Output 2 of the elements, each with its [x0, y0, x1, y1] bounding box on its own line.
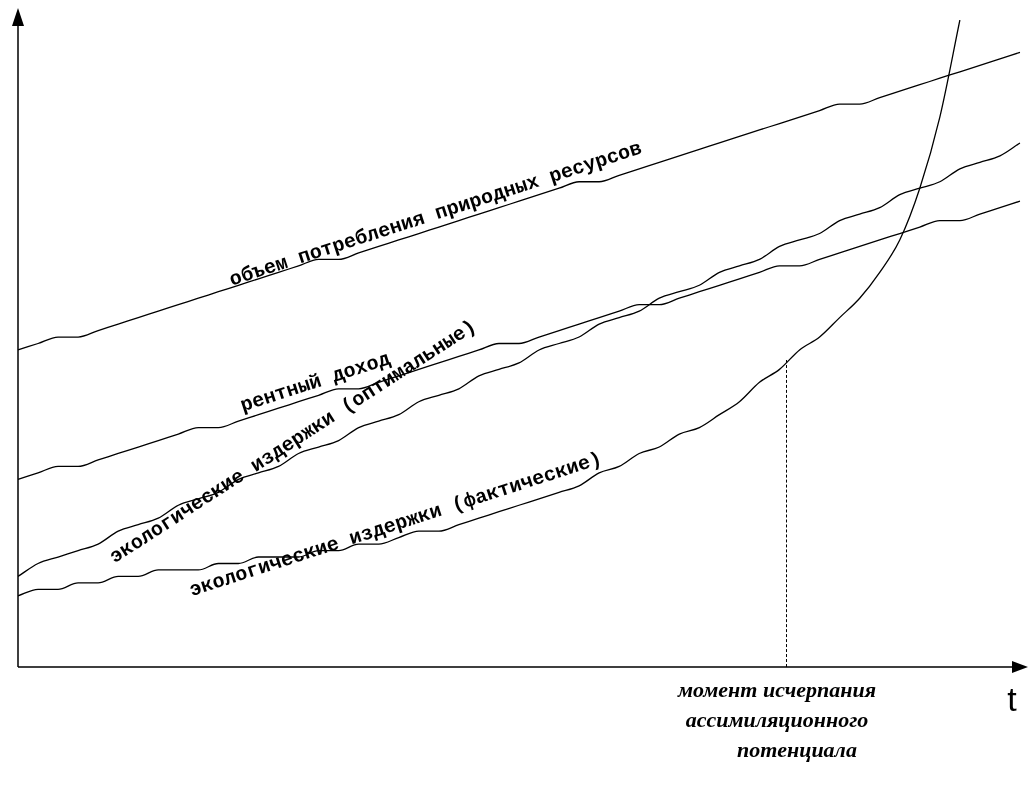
text: момент исчерпания ассимиляционного потенциала	[677, 676, 876, 762]
x-axis-title: t	[1007, 680, 1018, 719]
